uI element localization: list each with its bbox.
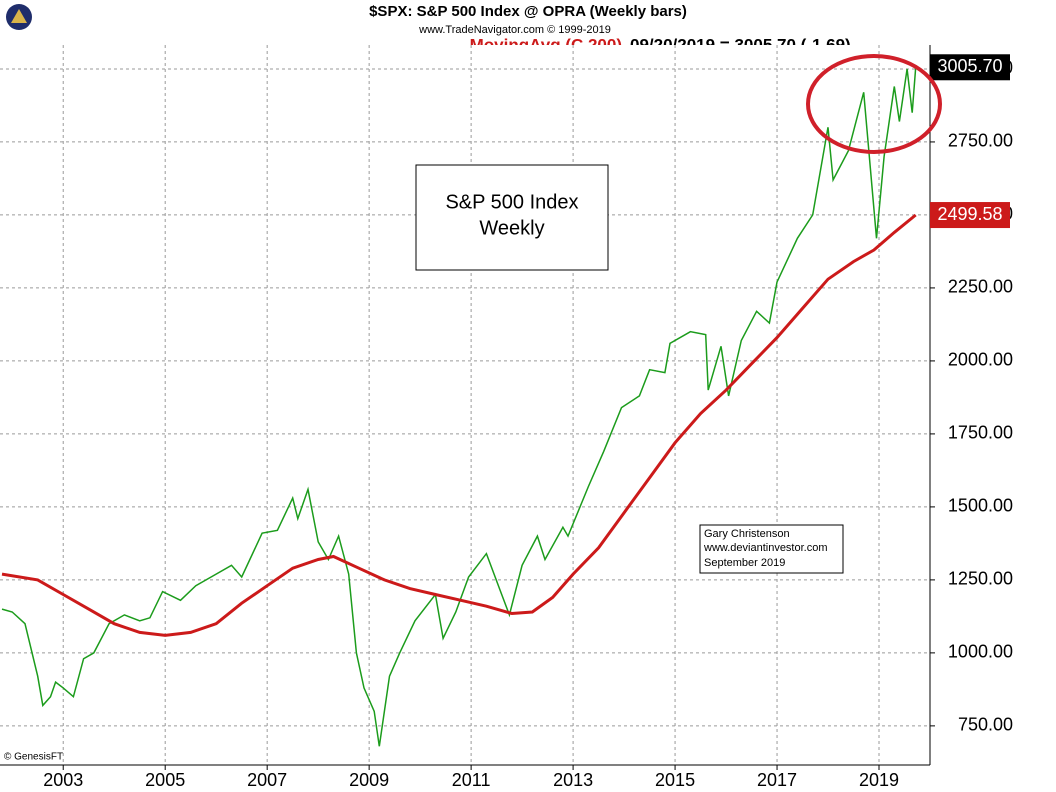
x-tick-label: 2019 bbox=[859, 770, 899, 790]
last-value-box bbox=[930, 54, 1010, 81]
credit-box bbox=[699, 524, 844, 574]
last-value-box bbox=[930, 202, 1010, 229]
x-tick-label: 2011 bbox=[452, 770, 491, 790]
y-tick-label: 2250.00 bbox=[948, 277, 1013, 297]
box-title: S&P 500 Index bbox=[445, 191, 578, 213]
logo bbox=[6, 4, 32, 30]
credit: September 2019 bbox=[704, 557, 785, 569]
y-tick-label: 2750.00 bbox=[948, 131, 1013, 151]
highlight-ellipse bbox=[806, 54, 942, 154]
label-box bbox=[415, 164, 609, 271]
x-tick-label: 2017 bbox=[757, 770, 797, 790]
x-tick-label: 2005 bbox=[145, 770, 185, 790]
y-tick-label: 1250.00 bbox=[948, 569, 1013, 589]
copyright: © GenesisFT bbox=[4, 752, 63, 763]
x-tick-label: 2003 bbox=[43, 770, 83, 790]
x-tick-label: 2007 bbox=[247, 770, 287, 790]
chart-title: $SPX: S&P 500 Index @ OPRA (Weekly bars) bbox=[369, 3, 687, 20]
y-tick-label: 1750.00 bbox=[948, 423, 1013, 443]
box-title: Weekly bbox=[479, 217, 544, 239]
credit: Gary Christenson bbox=[704, 528, 790, 540]
y-tick-label: 2000.00 bbox=[948, 350, 1013, 370]
credit: www.deviantinvestor.com bbox=[703, 542, 828, 554]
x-tick-label: 2009 bbox=[349, 770, 389, 790]
last-value-label: 3005.70 bbox=[937, 56, 1002, 76]
x-tick-label: 2013 bbox=[553, 770, 593, 790]
y-tick-label: 750.00 bbox=[958, 715, 1013, 735]
last-value-label: 2499.58 bbox=[937, 204, 1002, 224]
series-line bbox=[1, 67, 917, 747]
y-tick-label: 1500.00 bbox=[948, 496, 1013, 516]
x-tick-label: 2015 bbox=[655, 770, 695, 790]
series-line bbox=[1, 213, 917, 637]
plot-frame bbox=[0, 45, 930, 765]
y-tick-label: 1000.00 bbox=[948, 642, 1013, 662]
chart-subtitle: www.TradeNavigator.com © 1999-2019 bbox=[418, 24, 611, 36]
plot-area: 750.00 1000.00 1250.00 1500.00 1750.00 2000.0… bbox=[0, 45, 1013, 790]
